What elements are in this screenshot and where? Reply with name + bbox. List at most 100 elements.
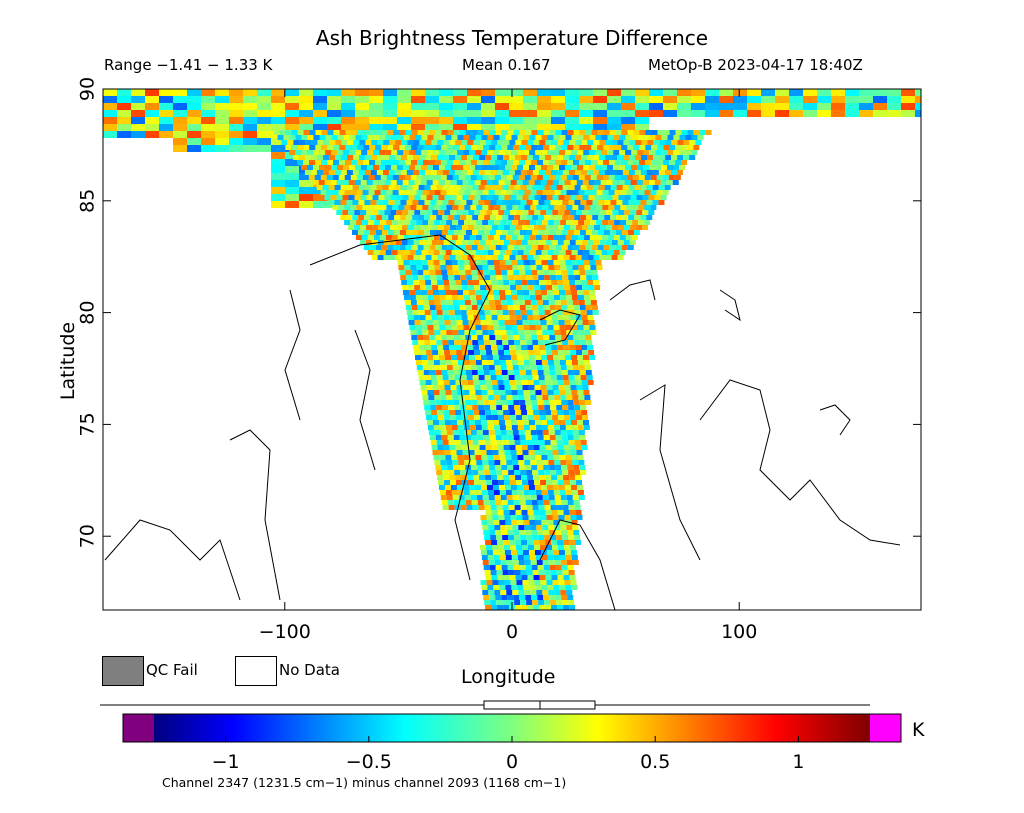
swath-cell [546,420,553,425]
swath-cell [522,515,529,520]
swath-cell [901,89,915,96]
swath-cell [552,515,559,520]
swath-cell [527,155,534,160]
swath-cell [447,230,454,235]
swath-cell [564,320,571,325]
swath-cell [412,310,419,315]
swath-cell [631,135,638,140]
swath-cell [528,480,535,485]
swath-cell [413,345,420,350]
swath-cell [571,325,578,330]
swath-cell [457,235,464,240]
swath-cell [404,220,411,225]
swath-cell [332,175,339,180]
swath-cell [560,190,567,195]
swath-cell [480,415,487,420]
swath-cell [480,210,487,215]
swath-cell [470,190,477,195]
swath-cell [173,124,187,131]
swath-cell [522,420,529,425]
swath-cell [448,505,455,510]
swath-cell [482,365,489,370]
swath-cell [427,295,434,300]
swath-cell [598,185,605,190]
swath-cell [511,290,518,295]
swath-cell [663,89,677,96]
swath-cell [590,205,597,210]
swath-cell [509,103,523,110]
swath-cell [626,190,633,195]
swath-cell [571,250,578,255]
swath-cell [553,390,560,395]
swath-cell [481,325,488,330]
swath-cell [551,605,558,610]
swath-cell [761,89,775,96]
swath-cell [576,225,583,230]
swath-cell [556,275,563,280]
swath-cell [549,400,556,405]
swath-cell [510,385,517,390]
swath-cell [505,235,512,240]
swath-cell [474,415,481,420]
swath-cell [569,475,576,480]
swath-cell [403,235,410,240]
swath-cell [371,240,378,245]
swath-cell [537,230,544,235]
swath-cell [328,170,335,175]
swath-cell [533,605,540,610]
swath-cell [187,96,201,103]
swath-cell [531,400,538,405]
swath-cell [471,400,478,405]
swath-cell [674,175,681,180]
swath-cell [553,490,560,495]
swath-cell [299,194,313,201]
swath-cell [494,175,501,180]
swath-cell [585,335,592,340]
swath-cell [450,285,457,290]
swath-cell [501,230,508,235]
swath-cell [475,355,482,360]
swath-cell [443,280,450,285]
swath-cell [541,455,548,460]
swath-cell [445,150,452,155]
swath-cell [229,103,243,110]
swath-cell [463,455,470,460]
swath-cell [510,485,517,490]
swath-cell [471,130,478,135]
swath-cell [229,131,243,138]
swath-cell [518,190,525,195]
swath-cell [468,420,475,425]
swath-cell [435,160,442,165]
swath-cell [570,480,577,485]
swath-cell [687,130,694,135]
swath-cell [509,380,516,385]
swath-cell [621,110,635,117]
swath-cell [370,215,377,220]
swath-cell [382,215,389,220]
swath-cell [653,140,660,145]
swath-cell [399,145,406,150]
swath-cell [533,315,540,320]
swath-cell [439,260,446,265]
swath-cell [417,305,424,310]
coastline [639,384,701,561]
swath-cell [570,180,577,185]
swath-cell [229,96,243,103]
swath-cell [564,550,571,555]
swath-cell [497,140,504,145]
swath-cell [303,130,310,135]
swath-cell [615,145,622,150]
swath-cell [523,425,530,430]
swath-cell [464,460,471,465]
swath-cell [496,440,503,445]
swath-cell [520,170,527,175]
swath-cell [475,325,482,330]
swath-cell [380,205,387,210]
swath-cell [338,190,345,195]
swath-cell [311,140,318,145]
swath-cell [485,445,492,450]
swath-cell [433,150,440,155]
swath-cell [454,470,461,475]
swath-cell [470,495,477,500]
swath-cell [747,96,761,103]
